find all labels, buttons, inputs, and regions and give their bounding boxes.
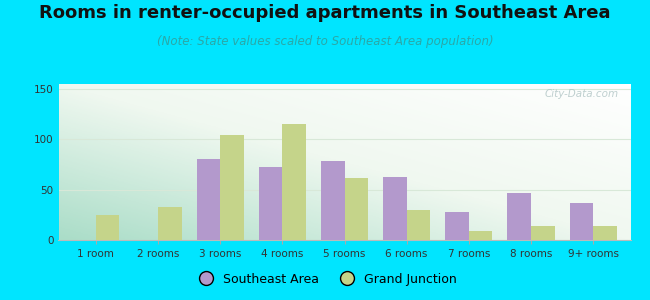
Bar xyxy=(344,178,368,240)
Text: (Note: State values scaled to Southeast Area population): (Note: State values scaled to Southeast … xyxy=(157,34,493,47)
Bar xyxy=(259,167,282,240)
Bar xyxy=(407,210,430,240)
Bar xyxy=(569,203,593,240)
Text: Rooms in renter-occupied apartments in Southeast Area: Rooms in renter-occupied apartments in S… xyxy=(39,4,611,22)
Bar xyxy=(445,212,469,240)
Bar xyxy=(593,226,617,240)
Legend: Southeast Area, Grand Junction: Southeast Area, Grand Junction xyxy=(188,268,462,291)
Bar xyxy=(196,160,220,240)
Bar xyxy=(469,231,493,240)
Bar xyxy=(531,226,554,240)
Bar xyxy=(321,161,345,240)
Bar xyxy=(96,215,120,240)
Bar xyxy=(158,207,181,240)
Bar xyxy=(282,124,306,240)
Text: City-Data.com: City-Data.com xyxy=(545,89,619,99)
Bar xyxy=(508,193,531,240)
Bar xyxy=(220,135,244,240)
Bar xyxy=(383,177,407,240)
